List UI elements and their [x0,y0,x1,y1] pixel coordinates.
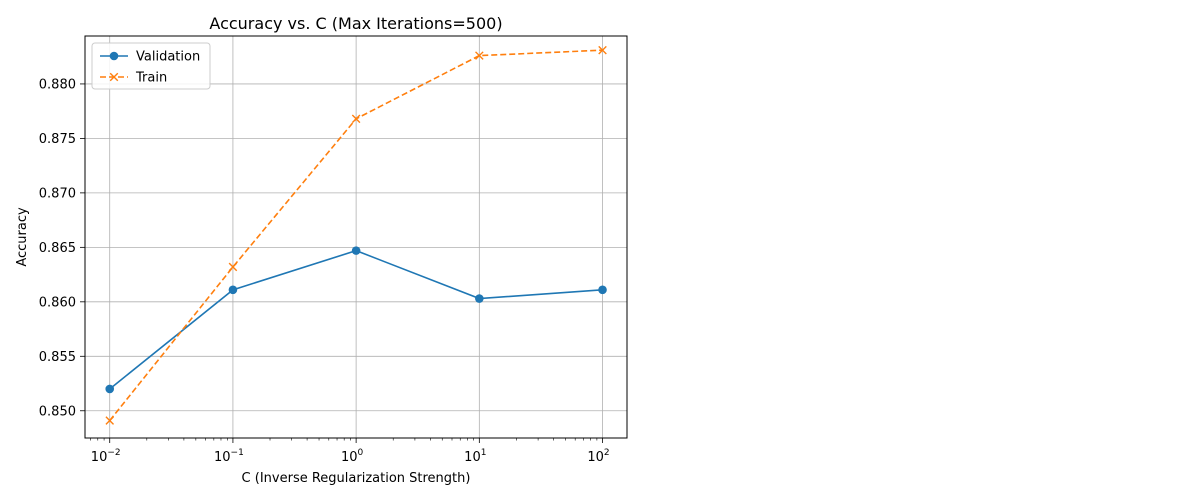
legend: Validation Train [91,42,211,90]
grid [85,36,627,438]
data-point-validation [105,384,115,394]
y-tick-label: 0.855 [39,350,76,365]
data-point-train [351,114,361,124]
x-tick-label: 10−1 [214,448,244,465]
legend-label-train: Train [135,71,167,86]
chart-title: Accuracy vs. C (Max Iterations=500) [209,14,502,33]
legend-marker-validation [109,51,119,61]
data-point-validation [228,285,238,295]
data-point-train [228,262,238,272]
data-point-train [105,416,115,425]
x-tick-label: 102 [587,448,609,465]
legend-marker-train [109,72,119,82]
x-tick-label: 10−2 [91,448,121,465]
data-point-train [598,45,607,55]
data-point-validation [598,285,607,295]
y-tick-label: 0.880 [39,77,76,92]
x-axis: 10−2 10−1 100 101 102 [90,438,610,465]
y-axis: 0.850 0.855 0.860 0.865 0.870 0.875 0.880 [39,77,85,419]
y-tick-label: 0.860 [39,295,76,310]
y-axis-label: Accuracy [15,207,30,267]
data-point-validation [475,294,484,303]
plot-lines [105,45,607,425]
x-tick-label: 101 [464,448,486,465]
data-point-validation [351,246,361,255]
y-tick-label: 0.875 [39,132,76,147]
data-point-train [475,51,484,60]
y-tick-label: 0.865 [39,241,76,256]
y-tick-label: 0.850 [39,404,76,419]
x-tick-label: 100 [341,448,364,465]
x-axis-label: C (Inverse Regularization Strength) [242,471,471,486]
legend-label-validation: Validation [136,50,200,65]
y-tick-label: 0.870 [39,186,76,201]
